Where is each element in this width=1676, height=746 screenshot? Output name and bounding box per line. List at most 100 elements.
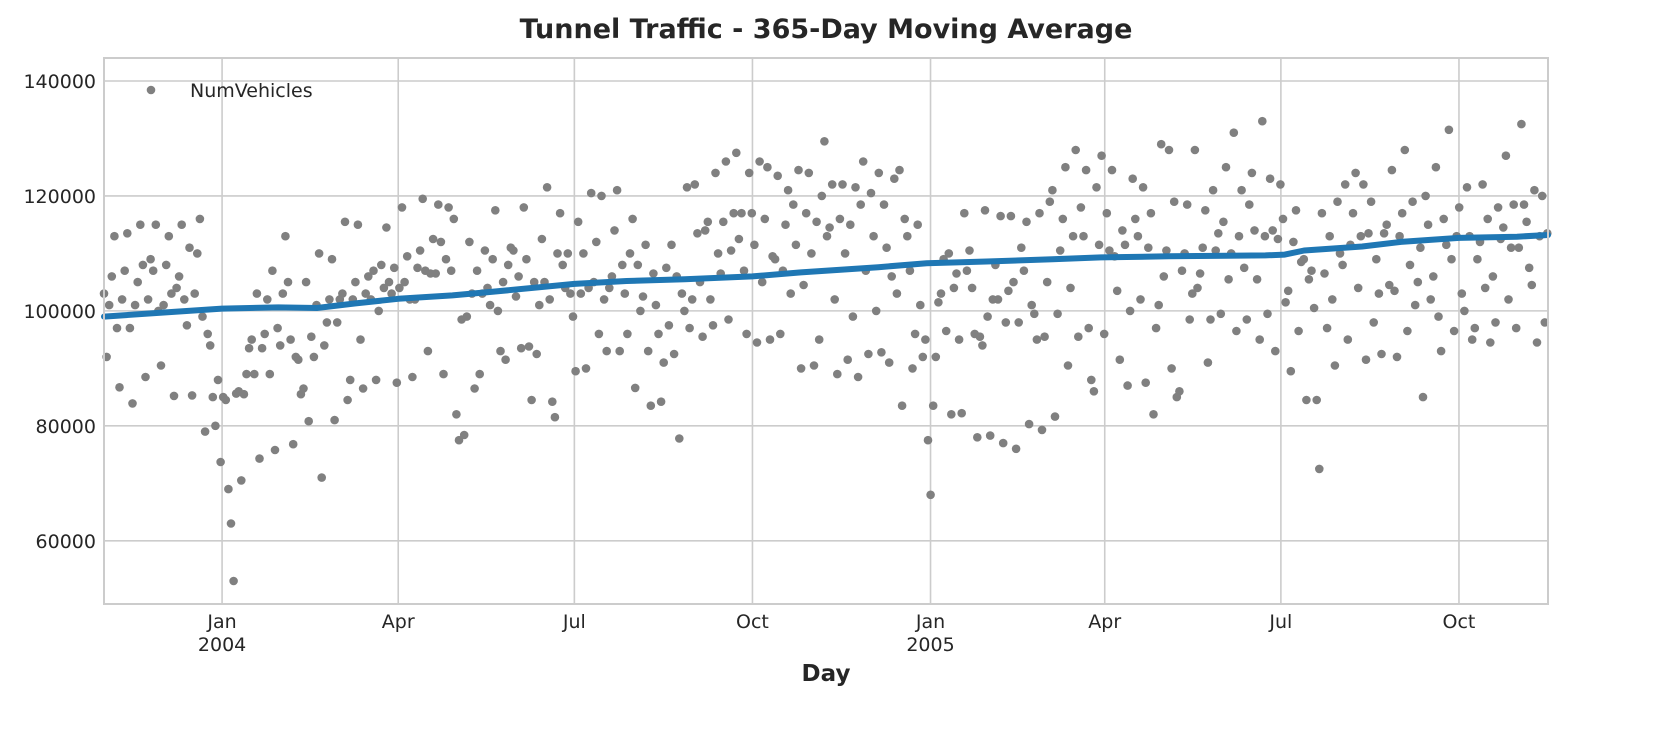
data-point xyxy=(573,217,583,227)
data-point xyxy=(529,277,539,287)
data-point xyxy=(744,168,754,178)
data-point xyxy=(439,369,448,379)
data-point xyxy=(1530,185,1539,195)
data-point xyxy=(856,200,865,209)
data-point xyxy=(812,217,821,227)
data-point xyxy=(687,295,697,304)
data-point xyxy=(949,283,959,293)
data-point xyxy=(1133,231,1143,241)
data-point xyxy=(384,277,394,287)
data-point xyxy=(208,392,218,402)
data-point xyxy=(680,306,689,316)
data-point xyxy=(1366,197,1376,206)
data-point xyxy=(1467,335,1477,344)
data-point xyxy=(309,352,319,362)
data-point xyxy=(1040,332,1049,342)
data-point xyxy=(182,321,192,330)
data-point xyxy=(734,234,744,244)
data-point xyxy=(1315,464,1324,474)
data-point xyxy=(395,283,404,293)
data-point xyxy=(555,208,565,218)
data-point xyxy=(993,295,1003,304)
data-point xyxy=(581,364,591,373)
data-point xyxy=(104,300,114,310)
data-point xyxy=(763,162,772,172)
data-point xyxy=(664,321,674,330)
data-point xyxy=(1403,326,1412,336)
data-point xyxy=(1201,206,1210,215)
data-point xyxy=(1426,295,1435,304)
data-point xyxy=(726,246,736,255)
data-point xyxy=(571,366,580,376)
data-point xyxy=(618,260,627,270)
data-point xyxy=(827,180,837,189)
data-point xyxy=(682,183,692,192)
trend-series xyxy=(101,232,1551,320)
data-point xyxy=(677,289,687,298)
data-point xyxy=(307,332,316,342)
data-point xyxy=(431,269,441,278)
data-point xyxy=(1392,352,1402,362)
data-point xyxy=(392,378,402,388)
data-point xyxy=(1027,300,1036,310)
data-point xyxy=(685,323,694,333)
data-point xyxy=(1493,203,1503,212)
data-point xyxy=(1517,119,1526,129)
data-point xyxy=(120,266,129,276)
data-point xyxy=(511,292,521,301)
data-point xyxy=(537,234,547,244)
data-point xyxy=(996,211,1005,221)
data-point xyxy=(833,369,842,379)
data-point xyxy=(1418,392,1428,402)
data-point xyxy=(1112,286,1122,296)
data-point xyxy=(250,369,259,379)
data-point xyxy=(400,277,409,287)
data-point xyxy=(364,272,373,281)
data-point xyxy=(804,168,814,178)
data-point xyxy=(1011,444,1021,454)
data-point xyxy=(1058,214,1068,224)
data-point xyxy=(1364,229,1373,238)
data-point xyxy=(612,185,622,195)
legend: NumVehicles xyxy=(146,80,313,102)
data-point xyxy=(413,263,422,273)
data-point xyxy=(724,315,733,324)
data-point xyxy=(602,346,611,356)
data-point xyxy=(1159,272,1169,281)
data-point xyxy=(1164,145,1174,155)
data-point xyxy=(1537,191,1547,201)
data-point xyxy=(1390,286,1399,296)
data-point xyxy=(371,375,381,385)
data-point xyxy=(1118,226,1127,235)
data-point xyxy=(374,306,384,316)
data-point xyxy=(1473,254,1482,264)
x-tick-year-label: 2004 xyxy=(198,634,246,656)
data-point xyxy=(332,318,342,327)
data-point xyxy=(654,329,663,339)
data-point xyxy=(1136,295,1145,304)
data-point xyxy=(180,295,189,304)
data-point xyxy=(322,318,332,327)
grid xyxy=(104,58,1548,604)
data-point xyxy=(491,206,500,215)
data-point xyxy=(840,249,850,258)
data-point xyxy=(853,372,863,382)
data-point xyxy=(866,188,876,198)
data-point xyxy=(257,343,267,353)
data-point xyxy=(1146,208,1156,218)
data-point xyxy=(330,415,339,425)
data-point xyxy=(387,289,396,298)
data-point xyxy=(389,263,399,273)
data-point xyxy=(747,208,757,218)
data-point xyxy=(509,246,518,255)
data-point xyxy=(260,329,270,339)
data-point xyxy=(304,416,314,426)
data-point xyxy=(978,341,987,350)
data-point xyxy=(115,383,124,392)
data-point xyxy=(1125,306,1135,316)
x-tick-label: Apr xyxy=(1088,611,1121,633)
data-point xyxy=(794,165,803,175)
y-tick-label: 60000 xyxy=(36,531,96,553)
data-point xyxy=(801,208,811,218)
data-point xyxy=(690,180,700,189)
